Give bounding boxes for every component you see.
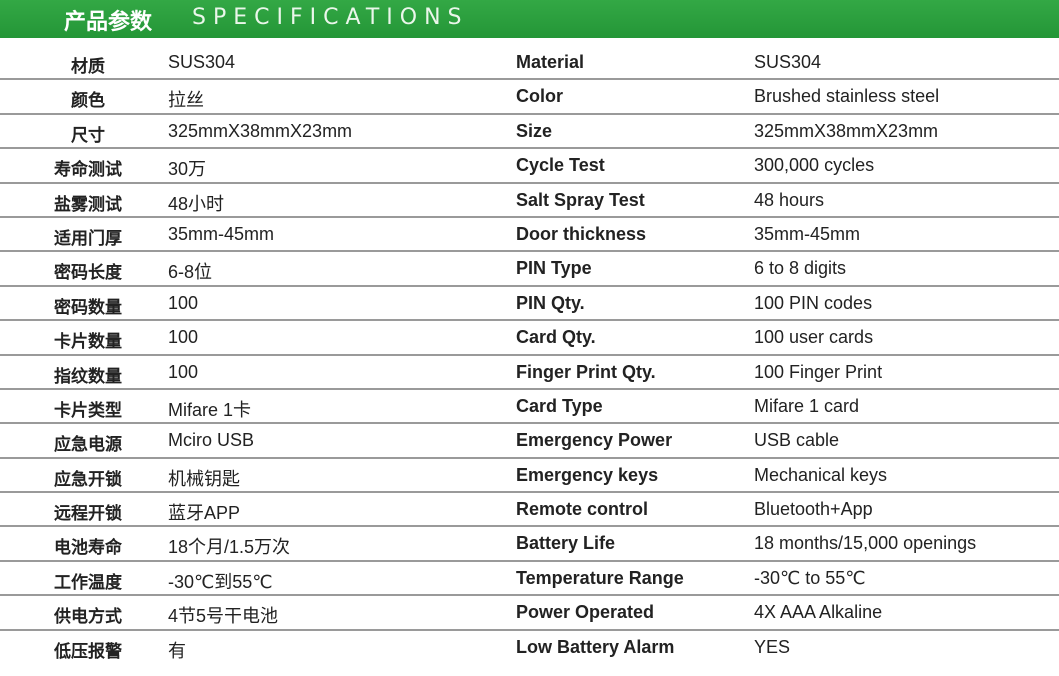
spec-row: 适用门厚 35mm-45mm Door thickness 35mm-45mm bbox=[0, 218, 1059, 253]
en-value: USB cable bbox=[754, 430, 840, 451]
cn-label: 适用门厚 bbox=[54, 228, 122, 249]
en-value: 300,000 cycles bbox=[754, 155, 875, 176]
cn-label: 应急开锁 bbox=[54, 469, 122, 490]
cn-value: 35mm-45mm bbox=[168, 223, 275, 244]
spec-row: 颜色 拉丝 Color Brushed stainless steel bbox=[0, 80, 1059, 115]
cn-label: 卡片类型 bbox=[54, 400, 122, 421]
en-label: Door thickness bbox=[516, 223, 647, 244]
spec-row: 寿命测试 30万 Cycle Test 300,000 cycles bbox=[0, 149, 1059, 184]
en-label: PIN Type bbox=[516, 258, 592, 279]
en-value: 48 hours bbox=[754, 189, 825, 210]
cn-label: 远程开锁 bbox=[54, 504, 122, 525]
spec-row: 盐雾测试 48小时 Salt Spray Test 48 hours bbox=[0, 184, 1059, 218]
en-label: Salt Spray Test bbox=[516, 189, 645, 210]
en-label: Emergency keys bbox=[516, 464, 659, 485]
cn-value: SUS304 bbox=[168, 52, 236, 72]
cn-value: 100 bbox=[168, 327, 199, 348]
cn-label: 密码数量 bbox=[54, 297, 122, 318]
cn-label: 卡片数量 bbox=[54, 332, 122, 353]
en-label: Color bbox=[516, 86, 563, 107]
cn-value: 30万 bbox=[168, 159, 207, 180]
spec-row: 卡片类型 Mifare 1卡 Card Type Mifare 1 card bbox=[0, 390, 1059, 425]
en-label: Card Qty. bbox=[516, 327, 596, 348]
spec-row: 电池寿命 18个月/1.5万次 Battery Life 18 months/15,0… bbox=[0, 527, 1059, 562]
en-value: 100 Finger Print bbox=[754, 361, 883, 382]
specifications-header: 产品参数 SPECIFICATIONS bbox=[0, 0, 1059, 38]
cn-label: 应急电源 bbox=[54, 435, 122, 456]
cn-value: 325mmX38mmX23mm bbox=[168, 120, 353, 141]
en-label: Low Battery Alarm bbox=[516, 636, 675, 657]
spec-row: 密码数量 100 PIN Qty. 100 PIN codes bbox=[0, 287, 1059, 322]
en-value: Brushed stainless steel bbox=[754, 86, 940, 107]
en-value: 18 months/15,000 openings bbox=[754, 533, 977, 554]
en-label: Material bbox=[516, 52, 585, 72]
en-value: SUS304 bbox=[754, 52, 822, 72]
cn-value: 有 bbox=[168, 640, 186, 661]
cn-label: 寿命测试 bbox=[54, 160, 122, 181]
spec-row: 卡片数量 100 Card Qty. 100 user cards bbox=[0, 321, 1059, 356]
en-value: YES bbox=[754, 636, 791, 657]
cn-label: 密码长度 bbox=[54, 263, 122, 284]
spec-row: 应急开锁 机械钥匙 Emergency keys Mechanical keys bbox=[0, 459, 1059, 494]
en-value: Mifare 1 card bbox=[754, 395, 860, 416]
cn-value: 4节5号干电池 bbox=[168, 606, 279, 627]
cn-label: 电池寿命 bbox=[54, 538, 122, 559]
cn-value: 100 bbox=[168, 361, 199, 382]
cn-label: 颜色 bbox=[71, 91, 105, 112]
spec-row: 密码长度 6-8位 PIN Type 6 to 8 digits bbox=[0, 252, 1059, 287]
en-label: Battery Life bbox=[516, 533, 616, 554]
en-label: Cycle Test bbox=[516, 155, 605, 176]
cn-value: -30℃到55℃ bbox=[168, 571, 273, 592]
en-value: -30℃ to 55℃ bbox=[754, 567, 866, 588]
spec-row: 尺寸 325mmX38mmX23mm Size 325mmX38mmX23mm bbox=[0, 115, 1059, 150]
cn-value: 拉丝 bbox=[168, 90, 204, 111]
en-value: 6 to 8 digits bbox=[754, 258, 847, 279]
en-label: Card Type bbox=[516, 395, 603, 416]
spec-table: 材质 SUS304 Material SUS304 颜色 拉丝 Color Brushed s… bbox=[0, 46, 1059, 665]
header-title-en: SPECIFICATIONS bbox=[192, 5, 469, 30]
cn-value: 蓝牙APP bbox=[168, 503, 241, 524]
spec-row: 供电方式 4节5号干电池 Power Operated 4X AAA Alkaline bbox=[0, 596, 1059, 631]
en-value: 100 user cards bbox=[754, 327, 874, 348]
cn-value: 6-8位 bbox=[168, 262, 213, 283]
en-value: 35mm-45mm bbox=[754, 223, 861, 244]
en-value: 4X AAA Alkaline bbox=[754, 602, 883, 623]
spec-row: 应急电源 Mciro USB Emergency Power USB cable bbox=[0, 424, 1059, 459]
cn-label: 供电方式 bbox=[54, 607, 122, 628]
spec-row: 工作温度 -30℃到55℃ Temperature Range -30℃ to 55℃ bbox=[0, 562, 1059, 597]
en-label: Emergency Power bbox=[516, 430, 673, 451]
cn-value: Mciro USB bbox=[168, 430, 255, 451]
cn-label: 指纹数量 bbox=[54, 366, 122, 387]
en-label: Size bbox=[516, 120, 553, 141]
en-value: 325mmX38mmX23mm bbox=[754, 120, 939, 141]
spec-row: 低压报警 有 Low Battery Alarm YES bbox=[0, 631, 1059, 665]
cn-value: 18个月/1.5万次 bbox=[168, 537, 291, 558]
cn-value: 100 bbox=[168, 292, 199, 313]
en-value: 100 PIN codes bbox=[754, 292, 873, 313]
en-value: Mechanical keys bbox=[754, 464, 888, 485]
en-label: PIN Qty. bbox=[516, 292, 585, 313]
en-label: Temperature Range bbox=[516, 567, 684, 588]
en-label: Remote control bbox=[516, 499, 649, 520]
spec-row: 材质 SUS304 Material SUS304 bbox=[0, 46, 1059, 81]
en-label: Finger Print Qty. bbox=[516, 361, 656, 382]
cn-label: 盐雾测试 bbox=[54, 194, 122, 215]
cn-label: 工作温度 bbox=[54, 572, 122, 593]
cn-label: 材质 bbox=[71, 57, 105, 77]
header-title-cn: 产品参数 bbox=[64, 10, 153, 35]
spec-row: 远程开锁 蓝牙APP Remote control Bluetooth+App bbox=[0, 493, 1059, 528]
cn-value: 机械钥匙 bbox=[168, 468, 240, 489]
cn-label: 尺寸 bbox=[71, 125, 105, 146]
en-label: Power Operated bbox=[516, 602, 655, 623]
spec-row: 指纹数量 100 Finger Print Qty. 100 Finger Print bbox=[0, 356, 1059, 390]
en-value: Bluetooth+App bbox=[754, 499, 873, 520]
cn-label: 低压报警 bbox=[54, 641, 122, 662]
cn-value: Mifare 1卡 bbox=[168, 399, 252, 420]
cn-value: 48小时 bbox=[168, 193, 225, 214]
